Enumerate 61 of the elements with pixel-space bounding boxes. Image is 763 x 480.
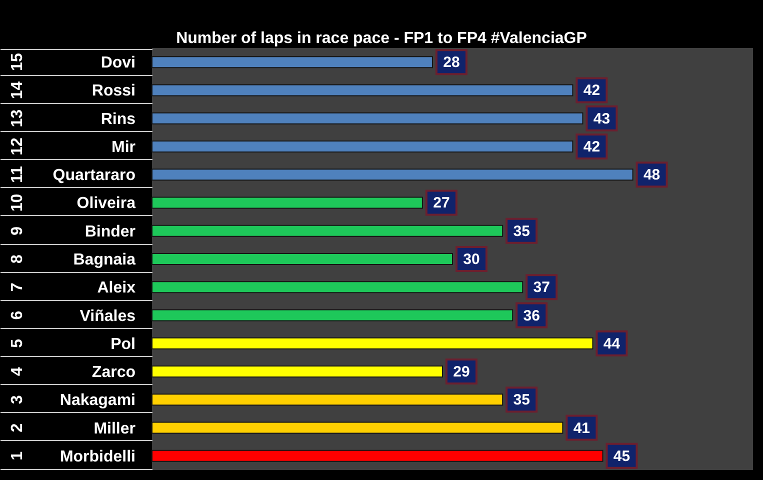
bar [152,224,504,237]
bar [152,366,443,378]
text: 1 [9,451,26,460]
data-label: 35 [513,392,530,409]
data-label: 43 [593,110,610,128]
y-tick-label: Quartararo [52,167,136,184]
text: 2 [9,423,26,432]
bar [152,450,604,462]
y-tick-label: Oliveira [76,195,136,212]
bar [152,56,433,68]
text: 15 [9,53,26,71]
data-label: 41 [573,420,590,437]
text: 4 [9,366,26,376]
text: 5 [9,338,26,348]
data-label: 45 [613,448,630,465]
text: 3 [9,395,26,404]
y-tick-label: Nakagami [60,392,136,410]
data-label: 36 [523,307,540,324]
bar [152,253,453,265]
y-tick-label: Mir [112,138,136,156]
text: 8 [9,254,26,264]
bar [152,140,574,152]
y-tick-label: Miller [94,420,136,438]
text: 9 [9,226,26,236]
data-label: 29 [453,364,470,381]
data-label: 44 [603,335,621,352]
data-label: 48 [643,166,660,184]
text: 6 [9,310,26,320]
text: 14 [9,81,26,100]
y-tick-label: Rossi [92,82,136,100]
bar [152,394,504,406]
y-tick-label: Pol [110,336,136,353]
chart-title: Number of laps in race pace - FP1 to FP4 #ValenciaGP [176,30,588,47]
y-tick-label: Dovi [100,54,136,72]
y-tick-label: Binder [84,223,136,240]
y-tick-label: Zarco [92,364,136,382]
data-label: 42 [583,138,600,156]
bar [152,422,564,434]
bar [152,168,634,181]
text: 10 [9,194,26,212]
data-label: 35 [513,222,530,240]
bar [152,196,423,209]
bar [152,84,574,96]
text: 12 [9,137,26,156]
data-label: 30 [463,251,480,268]
data-label: 37 [533,279,550,296]
y-tick-label: Morbidelli [60,448,136,466]
y-tick-label: Bagnaia [73,252,136,268]
y-tick-label: Rins [100,110,136,128]
bar [152,309,514,322]
text: 13 [9,109,26,128]
bar [152,281,524,294]
bar [152,112,584,124]
text: 7 [9,282,26,292]
y-tick-label: Viñales [80,308,136,325]
data-label: 27 [433,194,450,212]
data-label: 42 [583,82,600,100]
data-label: 28 [443,54,460,72]
text: 11 [9,166,26,184]
y-tick-label: Aleix [97,280,136,297]
bar [152,337,594,350]
